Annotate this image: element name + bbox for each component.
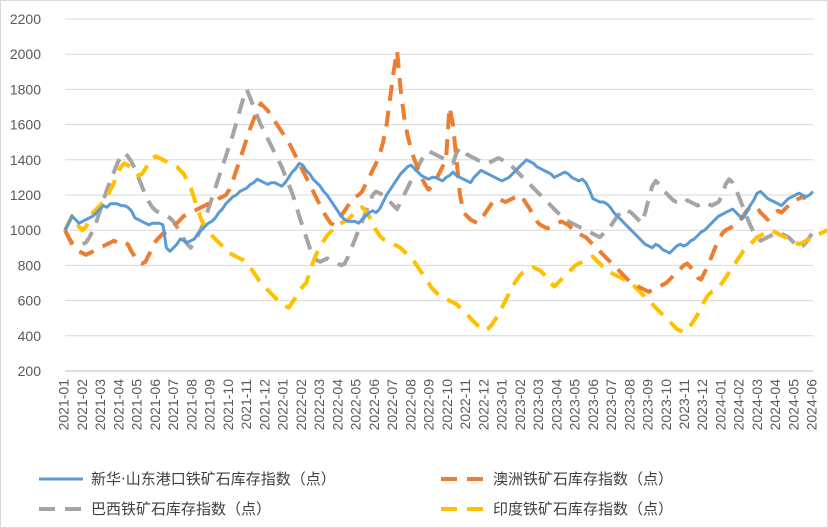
x-tick-label: 2022-06: [366, 379, 382, 431]
x-tick-label: 2021-04: [110, 379, 126, 431]
legend-label-australia: 澳洲铁矿石库存指数（点）: [493, 470, 673, 488]
series-line-0: [63, 158, 815, 255]
x-tick-label: 2022-03: [311, 379, 327, 431]
legend-label-shandong: 新华·山东港口铁矿石库存指数（点）: [91, 470, 336, 488]
x-tick-label: 2022-07: [384, 379, 400, 431]
legend-item-brazil: 巴西铁矿石库存指数（点）: [39, 500, 271, 518]
x-tick-label: 2021-07: [165, 379, 181, 431]
x-tick-label: 2021-02: [74, 379, 90, 431]
y-axis: 200 400 600 800 1000 1200 1400 1600 1800 2000 2200: [10, 11, 41, 379]
x-tick-label: 2024-01: [712, 379, 728, 431]
x-tick-label: 2022-01: [275, 379, 291, 431]
x-tick-label: 2022-12: [475, 379, 491, 431]
series-line-1: [63, 48, 807, 294]
x-tick-label: 2023-08: [621, 379, 637, 431]
x-tick-label: 2021-11: [238, 379, 254, 430]
x-tick-label: 2023-06: [585, 379, 601, 431]
x-tick-label: 2023-11: [676, 379, 692, 430]
x-tick-label: 2023-05: [567, 379, 583, 431]
y-tick-label: 1600: [10, 117, 41, 133]
x-tick-label: 2023-10: [658, 379, 674, 431]
x-tick-label: 2023-07: [603, 379, 619, 431]
y-tick-label: 2000: [10, 46, 41, 62]
x-tick-label: 2022-02: [293, 379, 309, 431]
x-tick-label: 2021-01: [56, 379, 72, 431]
y-tick-label: 800: [18, 257, 42, 273]
y-tick-label: 200: [18, 363, 42, 379]
x-tick-label: 2021-05: [129, 379, 145, 431]
legend-label-india: 印度铁矿石库存指数（点）: [493, 500, 673, 518]
legend: 新华·山东港口铁矿石库存指数（点） 澳洲铁矿石库存指数（点） 巴西铁矿石库存指数…: [39, 470, 673, 518]
x-tick-label: 2023-04: [548, 379, 564, 431]
y-tick-label: 400: [18, 328, 42, 344]
legend-item-shandong: 新华·山东港口铁矿石库存指数（点）: [39, 470, 336, 488]
series-lines: [63, 48, 827, 335]
y-tick-label: 1200: [10, 187, 41, 203]
x-axis: 2021-01 2021-02 2021-03 2021-04 2021-05 2021-…: [56, 370, 820, 431]
x-tick-label: 2021-08: [183, 379, 199, 431]
x-tick-label: 2021-12: [256, 379, 272, 431]
y-tick-label: 1000: [10, 222, 41, 238]
y-tick-label: 2200: [10, 11, 41, 27]
series-line-2: [63, 87, 821, 268]
x-tick-label: 2022-11: [457, 379, 473, 430]
x-tick-label: 2023-02: [512, 379, 528, 431]
gridlines: [65, 18, 813, 372]
x-tick-label: 2023-01: [494, 379, 510, 431]
x-tick-label: 2022-10: [439, 379, 455, 431]
x-tick-label: 2023-09: [640, 379, 656, 431]
legend-item-australia: 澳洲铁矿石库存指数（点）: [441, 470, 673, 488]
x-tick-label: 2024-02: [731, 379, 747, 431]
y-tick-label: 600: [18, 293, 42, 309]
x-tick-label: 2022-09: [421, 379, 437, 431]
x-tick-label: 2022-05: [348, 379, 364, 431]
legend-item-india: 印度铁矿石库存指数（点）: [441, 500, 673, 518]
x-tick-label: 2021-10: [220, 379, 236, 431]
x-tick-label: 2024-04: [767, 379, 783, 431]
x-tick-label: 2022-04: [329, 379, 345, 431]
x-tick-label: 2021-03: [92, 379, 108, 431]
x-tick-label: 2024-03: [749, 379, 765, 431]
x-tick-label: 2021-06: [147, 379, 163, 431]
x-tick-label: 2023-12: [694, 379, 710, 431]
x-tick-label: 2021-09: [202, 379, 218, 431]
y-tick-label: 1800: [10, 81, 41, 97]
x-tick-label: 2023-03: [530, 379, 546, 431]
x-tick-label: 2024-06: [804, 379, 820, 431]
x-tick-label: 2022-08: [402, 379, 418, 431]
legend-label-brazil: 巴西铁矿石库存指数（点）: [91, 500, 271, 518]
y-tick-label: 1400: [10, 152, 41, 168]
x-tick-label: 2024-05: [785, 379, 801, 431]
series-line-3: [63, 154, 827, 335]
